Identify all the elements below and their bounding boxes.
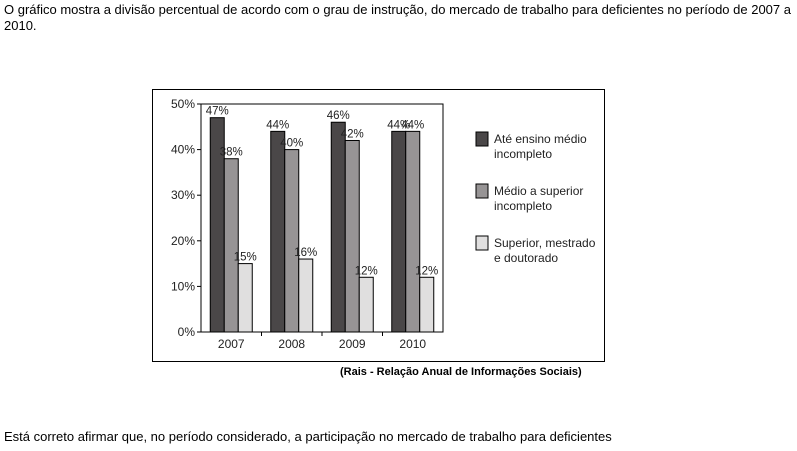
data-label: 42%: [341, 128, 364, 140]
data-label: 44%: [266, 119, 289, 131]
legend-label: incompleto: [494, 199, 552, 213]
bar: [358, 276, 374, 333]
y-tick-label: 0%: [178, 325, 196, 339]
legend-swatch: [475, 235, 489, 251]
data-label: 44%: [401, 119, 424, 131]
y-tick-label: 10%: [171, 279, 195, 293]
data-label: 15%: [234, 252, 257, 264]
legend-swatch: [475, 131, 489, 147]
bar: [298, 258, 314, 333]
y-tick-label: 30%: [171, 188, 195, 202]
legend-label: Até ensino médio: [494, 132, 587, 146]
category-label: 2007: [218, 337, 245, 351]
y-tick-label: 50%: [171, 97, 195, 111]
intro-text: O gráfico mostra a divisão percentual de…: [4, 2, 791, 33]
bar: [284, 149, 300, 333]
legend-swatch: [475, 183, 489, 199]
bar: [419, 276, 435, 333]
category-label: 2008: [278, 337, 305, 351]
bar-chart: 0% 10% 20% 30% 40% 50% 47% 38% 15% 2007 44% 40% 16% 2…: [171, 97, 596, 351]
category-label: 2010: [399, 337, 426, 351]
chart-frame: 0% 10% 20% 30% 40% 50% 47% 38% 15% 2007 44% 40% 16% 2…: [152, 89, 605, 362]
bar: [270, 130, 286, 333]
data-label: 12%: [355, 265, 378, 277]
question-text: Está correto afirmar que, no período con…: [4, 429, 612, 444]
y-tick-label: 40%: [171, 143, 195, 157]
bar: [391, 130, 407, 333]
data-label: 46%: [327, 110, 350, 122]
legend-label: Médio a superior: [494, 184, 583, 198]
legend-label: e doutorado: [494, 251, 558, 265]
bar: [330, 121, 346, 333]
y-tick-label: 20%: [171, 234, 195, 248]
data-label: 40%: [280, 138, 303, 150]
bar: [223, 158, 239, 333]
data-label: 44%: [387, 119, 410, 131]
legend-label: Superior, mestrado: [494, 236, 596, 250]
source-caption: (Rais - Relação Anual de Informações Soc…: [340, 366, 582, 378]
bar: [237, 263, 253, 333]
data-label: 47%: [206, 106, 229, 118]
bar: [405, 130, 421, 333]
data-label: 12%: [415, 265, 438, 277]
data-label: 16%: [294, 247, 317, 259]
category-label: 2009: [339, 337, 366, 351]
bar: [344, 139, 360, 333]
data-label: 38%: [220, 147, 243, 159]
legend-label: incompleto: [494, 147, 552, 161]
